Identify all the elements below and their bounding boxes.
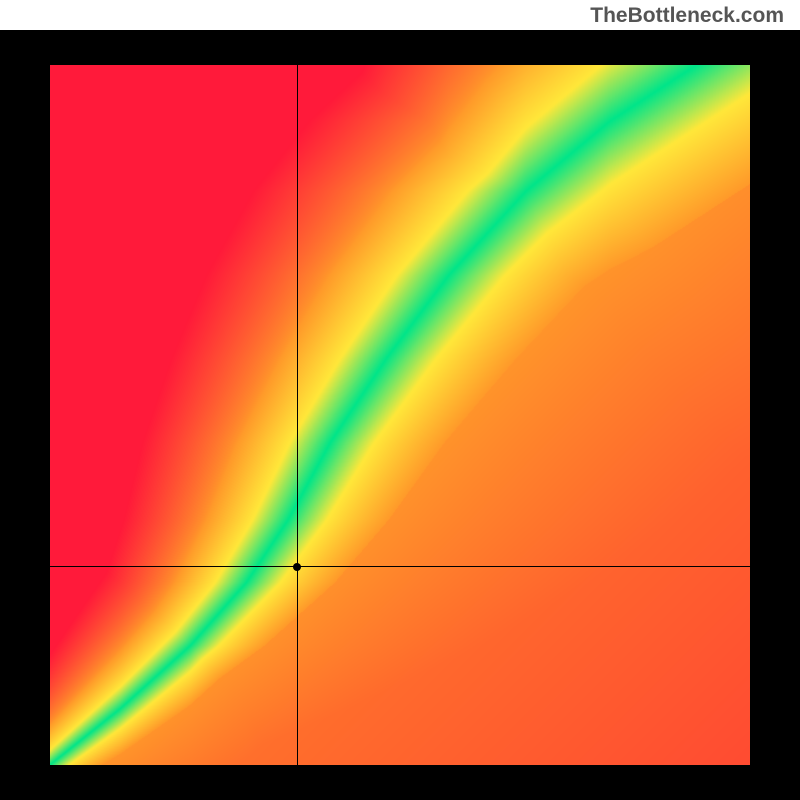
crosshair-point <box>293 563 301 571</box>
attribution-text: TheBottleneck.com <box>590 4 784 28</box>
crosshair-horizontal <box>50 566 750 567</box>
plot-frame <box>0 30 800 800</box>
crosshair-vertical <box>297 65 298 765</box>
chart-container: TheBottleneck.com <box>0 0 800 800</box>
heatmap-canvas <box>50 65 750 765</box>
